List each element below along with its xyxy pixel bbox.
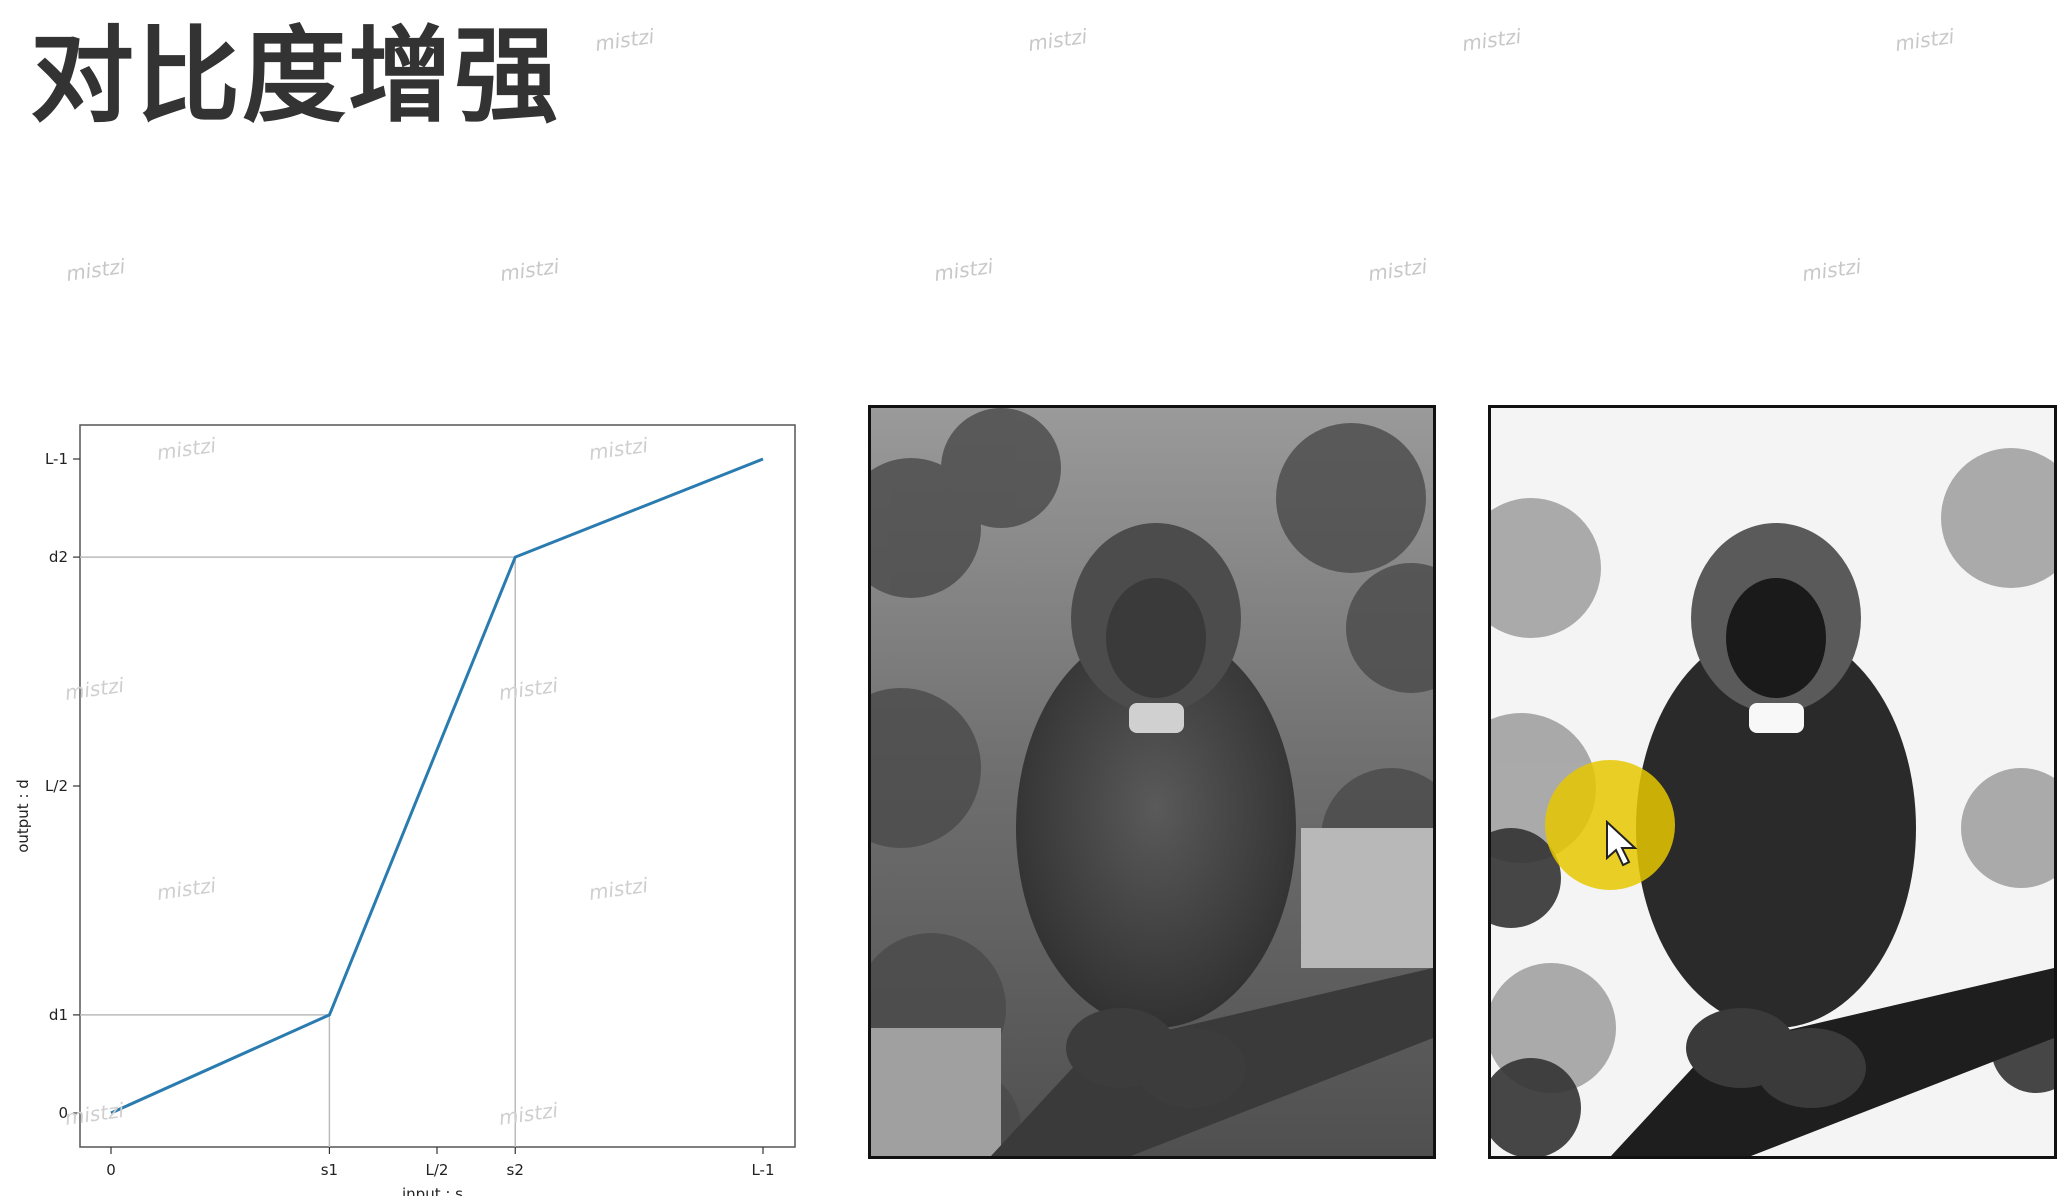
mouse-pointer-icon bbox=[1606, 820, 1638, 867]
watermark: mistzi bbox=[1893, 23, 1956, 57]
y-tick-label: d2 bbox=[49, 548, 68, 566]
y-tick-label: 0 bbox=[58, 1104, 68, 1122]
watermark: mistzi bbox=[64, 253, 127, 287]
slide-title: 对比度增强 bbox=[30, 15, 561, 137]
plot-frame bbox=[79, 424, 796, 1148]
watermark: mistzi bbox=[593, 23, 656, 57]
y-axis-label: output : d bbox=[14, 779, 32, 853]
x-tick-label: 0 bbox=[106, 1161, 116, 1179]
contrast-stretch-chart: 0 s1 L/2 s2 L-1 0 d1 L/2 d2 L-1 input : s output : … bbox=[14, 424, 796, 1196]
y-tick-label: d1 bbox=[49, 1006, 68, 1024]
watermark: mistzi bbox=[932, 253, 995, 287]
watermark: mistzi bbox=[1800, 253, 1863, 287]
y-tick-label: L-1 bbox=[45, 450, 68, 468]
x-tick-label: L/2 bbox=[426, 1161, 449, 1179]
y-tick-label: L/2 bbox=[45, 777, 68, 795]
x-tick-label: s1 bbox=[321, 1161, 338, 1179]
x-tick-label: L-1 bbox=[751, 1161, 774, 1179]
series-line bbox=[110, 457, 764, 1115]
watermark: mistzi bbox=[1460, 23, 1523, 57]
watermark: mistzi bbox=[1026, 23, 1089, 57]
x-axis-label: input : s bbox=[402, 1185, 463, 1196]
x-tick-label: s2 bbox=[507, 1161, 524, 1179]
original-image bbox=[868, 405, 1436, 1159]
watermark: mistzi bbox=[498, 253, 561, 287]
watermark: mistzi bbox=[1366, 253, 1429, 287]
